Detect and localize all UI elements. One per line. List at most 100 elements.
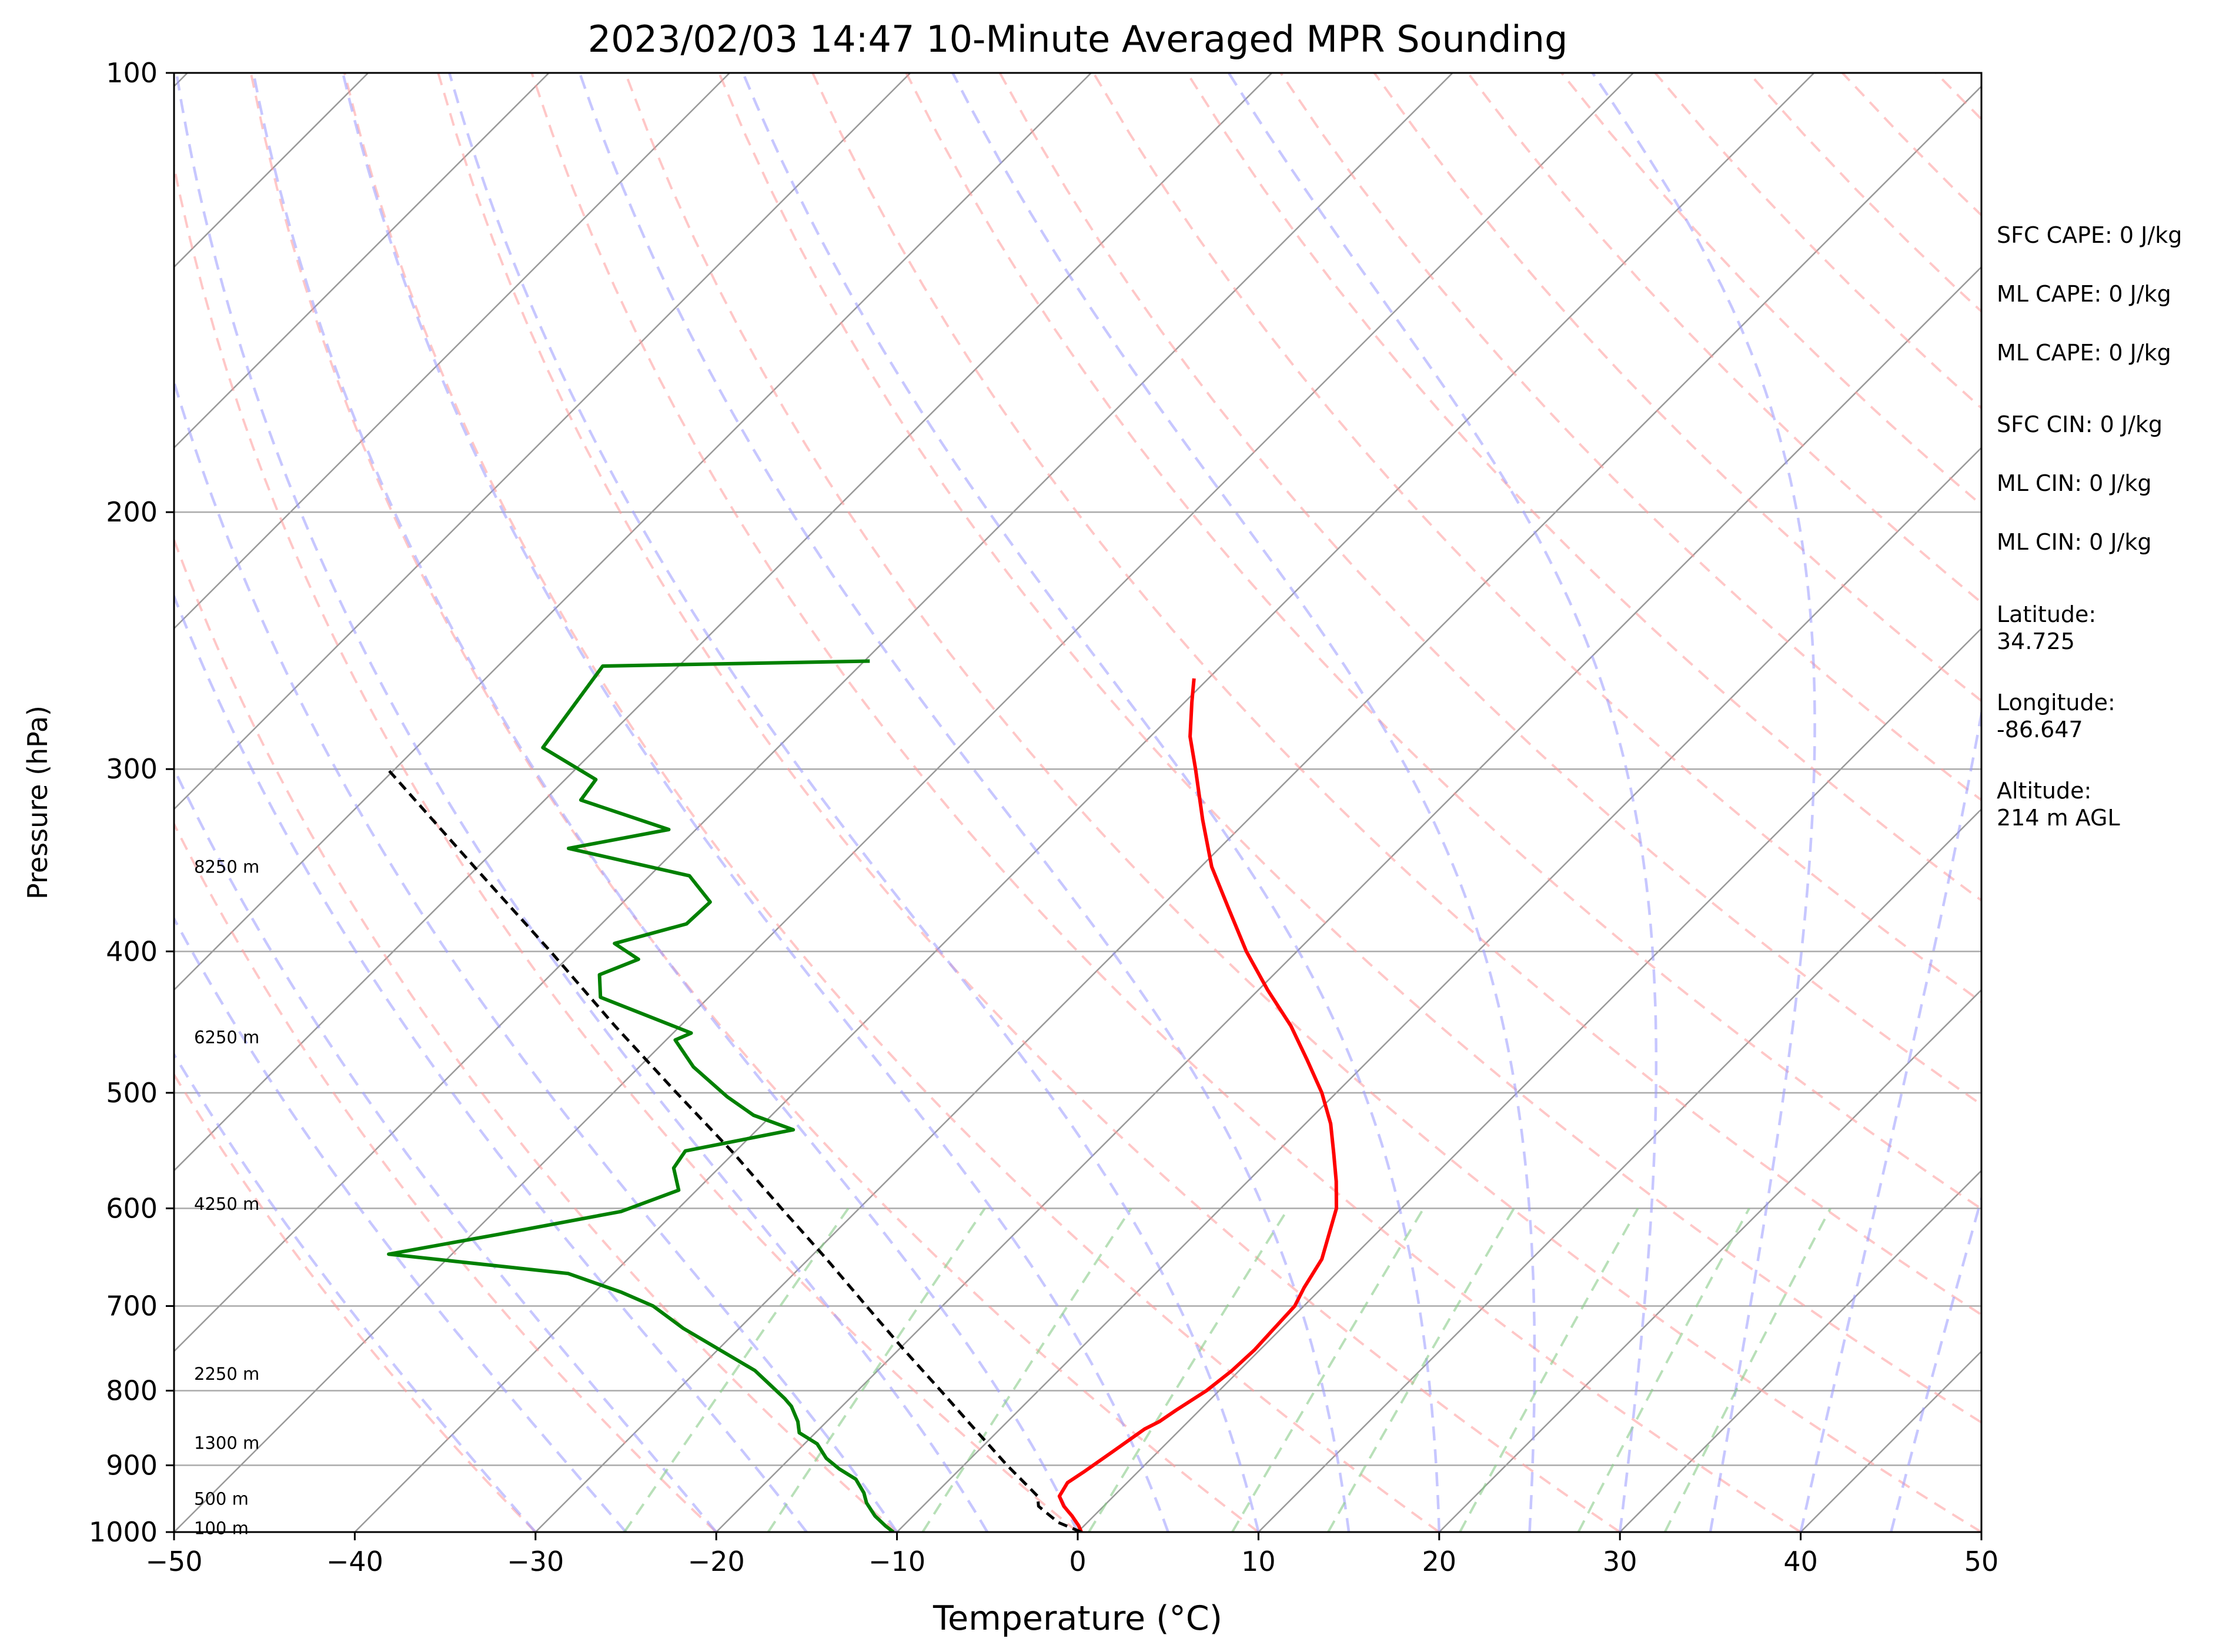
- temperature-profile: [1057, 678, 1338, 1532]
- height-label: 2250 m: [194, 1364, 259, 1384]
- dry-adiabat: [437, 73, 1621, 1532]
- x-tick-label: −10: [868, 1546, 925, 1577]
- height-label: 1300 m: [194, 1433, 259, 1453]
- mixing-ratio-line: [1231, 1208, 1425, 1532]
- moist-adiabat: [174, 916, 627, 1532]
- y-tick-label: 400: [106, 935, 158, 967]
- x-tick-label: 50: [1964, 1546, 1999, 1577]
- moist-adiabat: [341, 73, 1169, 1532]
- dewpoint-profile: [387, 659, 895, 1532]
- x-tick-label: 30: [1603, 1546, 1637, 1577]
- station-info-value: 34.725: [1997, 628, 2075, 654]
- dry-adiabat: [624, 73, 1981, 1532]
- mixing-ratio-lines: [623, 1208, 1831, 1532]
- sounding-series: [386, 659, 1338, 1532]
- dry-adiabat: [343, 73, 1440, 1532]
- station-info-value: -86.647: [1997, 717, 2083, 743]
- height-label: 6250 m: [194, 1027, 259, 1047]
- height-label: 500 m: [194, 1489, 249, 1509]
- sounding-info-panel: SFC CAPE: 0 J/kg ML CAPE: 0 J/kg ML CAPE: …: [1997, 222, 2182, 831]
- mixing-ratio-line: [1459, 1208, 1639, 1532]
- y-axis-ticks: 100 200 300 400 500 600 700 800 900 1000: [89, 57, 174, 1548]
- moist-adiabat: [1591, 73, 1816, 1532]
- stability-index-text: ML CIN: 0 J/kg: [1997, 470, 2151, 496]
- y-tick-label: 900: [106, 1449, 158, 1481]
- y-tick-label: 500: [106, 1077, 158, 1109]
- moist-adiabat: [578, 73, 1351, 1532]
- isotherm-line: [174, 73, 1273, 1172]
- x-tick-label: −40: [326, 1546, 383, 1577]
- x-axis-label: Temperature (°C): [932, 1599, 1222, 1638]
- height-label: 100 m: [194, 1519, 249, 1539]
- x-tick-label: −20: [688, 1546, 745, 1577]
- moist-adiabat: [174, 593, 808, 1532]
- x-axis-ticks: −50 −40 −30 −20 −10 0 10 20 30 40 50: [145, 1532, 1998, 1577]
- dry-adiabat: [998, 73, 1981, 1106]
- isotherm-line: [174, 73, 1092, 991]
- mixing-ratio-line: [1088, 1208, 1289, 1532]
- stability-index-text: ML CAPE: 0 J/kg: [1997, 281, 2171, 307]
- moist-adiabat: [175, 73, 989, 1532]
- station-info-value: 214 m AGL: [1997, 805, 2120, 831]
- moist-adiabat: [1799, 706, 1981, 1532]
- x-tick-label: 40: [1783, 1546, 1818, 1577]
- moist-adiabat: [448, 73, 1260, 1532]
- isotherm-line: [1619, 1169, 1981, 1532]
- mixing-ratio-line: [1577, 1208, 1750, 1532]
- isotherm-line: [1077, 627, 1981, 1532]
- isotherm-line: [534, 85, 1981, 1532]
- parcel-profile: [386, 768, 1082, 1532]
- dry-adiabats: [174, 73, 1981, 1532]
- moist-adiabat: [252, 73, 1079, 1532]
- chart-title: 2023/02/03 14:47 10-Minute Averaged MPR …: [588, 18, 1568, 61]
- isotherm-line: [174, 73, 1634, 1532]
- dry-adiabat: [249, 73, 1259, 1532]
- isotherm-line: [174, 73, 730, 630]
- y-tick-label: 100: [106, 57, 158, 89]
- y-tick-label: 800: [106, 1375, 158, 1406]
- isotherm-line: [1438, 989, 1981, 1532]
- isotherm-line: [174, 73, 550, 449]
- stability-index-text: SFC CAPE: 0 J/kg: [1997, 222, 2182, 248]
- isotherm-gridlines: [174, 73, 1981, 1532]
- moist-adiabat: [741, 73, 1441, 1532]
- moist-adiabat: [174, 1052, 537, 1532]
- dry-adiabat: [174, 1072, 537, 1532]
- dry-adiabat: [174, 160, 1079, 1532]
- moist-adiabats: [174, 73, 1981, 1532]
- stability-index-text: SFC CIN: 0 J/kg: [1997, 412, 2163, 437]
- height-labels: 100 m 500 m 1300 m 2250 m 4250 m 6250 m 8250 m: [194, 857, 259, 1538]
- isotherm-line: [354, 73, 1815, 1532]
- isotherm-line: [896, 446, 1981, 1532]
- isobar-gridlines: [174, 73, 1981, 1532]
- x-tick-label: −30: [507, 1546, 564, 1577]
- dry-adiabat: [174, 536, 898, 1532]
- mixing-ratio-line: [1327, 1208, 1515, 1532]
- mixing-ratio-line: [767, 1208, 986, 1532]
- y-tick-label: 700: [106, 1290, 158, 1322]
- y-tick-label: 300: [106, 753, 158, 785]
- moist-adiabat: [174, 377, 898, 1532]
- isotherm-line: [1258, 808, 1981, 1532]
- isotherm-line: [716, 266, 1981, 1532]
- y-tick-label: 600: [106, 1192, 158, 1224]
- dry-adiabat: [530, 73, 1801, 1532]
- moist-adiabat: [174, 765, 717, 1532]
- dry-adiabat: [1092, 73, 1981, 1004]
- x-tick-label: 10: [1241, 1546, 1276, 1577]
- mixing-ratio-line: [1663, 1208, 1831, 1532]
- dry-adiabat: [718, 73, 1981, 1424]
- dry-adiabat: [1373, 73, 1981, 703]
- height-label: 8250 m: [194, 857, 259, 877]
- isotherm-line: [174, 73, 911, 811]
- station-info-label: Longitude:: [1997, 690, 2115, 715]
- stability-index-text: ML CAPE: 0 J/kg: [1997, 340, 2171, 366]
- moist-adiabat: [951, 73, 1536, 1532]
- x-tick-label: 20: [1422, 1546, 1457, 1577]
- dry-adiabat: [811, 73, 1981, 1316]
- height-label: 4250 m: [194, 1194, 259, 1214]
- mixing-ratio-line: [921, 1208, 1132, 1532]
- y-tick-label: 200: [106, 496, 158, 528]
